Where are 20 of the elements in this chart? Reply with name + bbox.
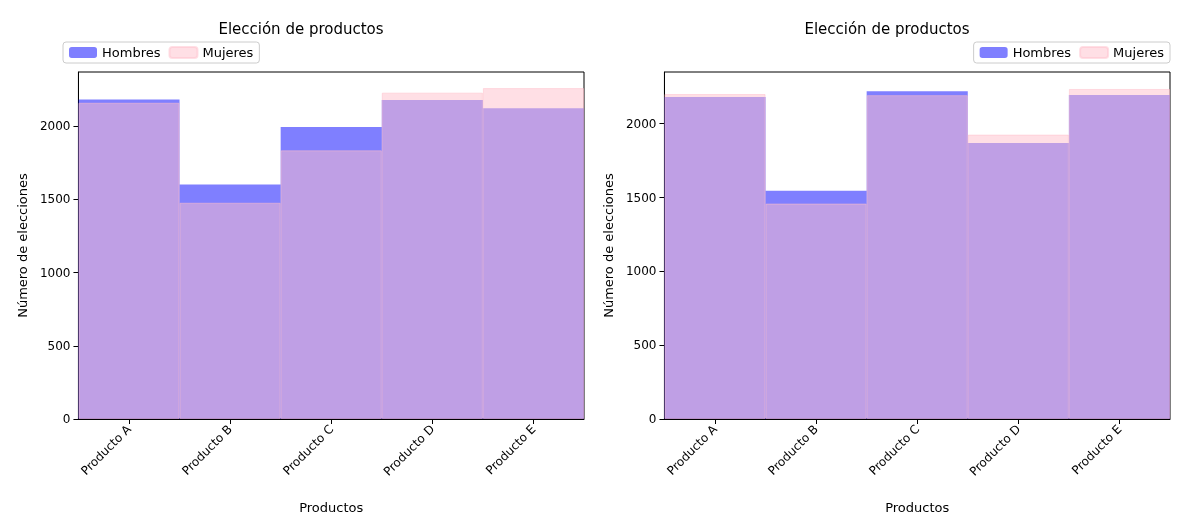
y-axis-title: Número de elecciones (15, 172, 30, 318)
y-axis-title: Número de elecciones (601, 172, 616, 318)
y-tick-label: 2000 (39, 119, 71, 134)
y-tick-label: 1500 (625, 190, 657, 205)
y-tick-label: 0 (62, 412, 71, 426)
y-tick-label: 0 (648, 412, 657, 426)
y-tick-label: 2000 (625, 116, 657, 131)
legend-label: Mujeres (202, 45, 254, 60)
legend-label: Mujeres (1113, 45, 1165, 60)
y-tick-label: 500 (633, 338, 657, 353)
y-tick-label: 1000 (39, 265, 71, 280)
y-tick-label: 1000 (625, 264, 657, 279)
chart-title: Elección de productos (218, 19, 384, 38)
x-axis-title: Productos (299, 500, 364, 515)
chart-title: Elección de productos (804, 19, 970, 38)
legend-label: Hombres (1012, 45, 1072, 60)
y-tick-label: 500 (47, 338, 71, 353)
y-tick-label: 1500 (39, 192, 71, 207)
x-axis-title: Productos (885, 500, 950, 515)
legend-label: Hombres (102, 45, 161, 60)
